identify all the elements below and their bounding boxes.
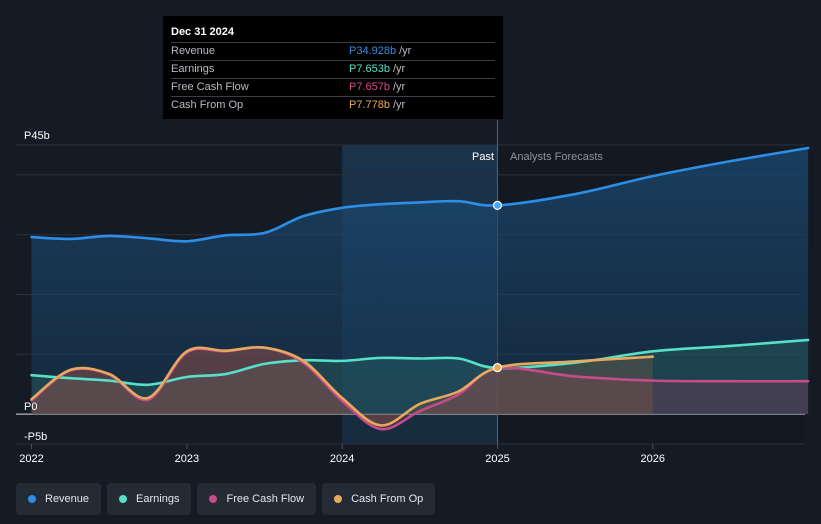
x-tick-label: 2025	[485, 453, 509, 465]
free-cash-flow-area	[31, 347, 809, 430]
legend-label: Free Cash Flow	[226, 493, 305, 505]
legend-dot-icon	[209, 495, 218, 503]
tooltip-row-name: Free Cash Flow	[171, 81, 249, 93]
tooltip-row-unit: /yr	[392, 99, 406, 111]
cash-from-op-line	[30, 346, 655, 427]
legend: Revenue Earnings Free Cash Flow Cash Fro…	[16, 483, 436, 515]
revenue-hover-marker	[492, 200, 503, 210]
revenue-line	[30, 146, 810, 243]
tooltip-row-value: P7.653b	[349, 63, 390, 75]
legend-item-revenue[interactable]: Revenue	[16, 483, 102, 515]
legend-dot-icon	[119, 495, 128, 503]
tooltip: Dec 31 2024 Revenue P34.928b /yr Earning…	[163, 16, 503, 119]
legend-item-earnings[interactable]: Earnings	[107, 483, 192, 515]
tooltip-row-value: P34.928b	[349, 45, 397, 57]
cash-from-op-area	[31, 347, 653, 426]
tooltip-row-value: P7.657b	[349, 81, 390, 93]
x-tick-label: 2022	[19, 453, 43, 465]
tooltip-row-unit: /yr	[399, 45, 412, 57]
earnings-line	[30, 338, 810, 387]
tooltip-row-value: P7.778b	[349, 99, 390, 111]
forecast-label: Analysts Forecasts	[510, 151, 603, 163]
tooltip-row-cash-from-op: Cash From Op P7.778b /yr	[171, 96, 495, 114]
tooltip-row-unit: /yr	[392, 81, 406, 93]
x-tick-label: 2024	[330, 453, 354, 465]
legend-item-free-cash-flow[interactable]: Free Cash Flow	[197, 483, 317, 515]
legend-dot-icon	[28, 495, 36, 503]
free-cash-flow-line	[30, 345, 810, 431]
cash-from-op-hover-marker	[492, 362, 503, 373]
tooltip-row-unit: /yr	[392, 63, 406, 75]
x-tick-label: 2026	[641, 453, 665, 465]
x-tick-label: 2023	[175, 453, 199, 465]
tooltip-row-name: Earnings	[171, 63, 215, 75]
legend-label: Revenue	[45, 493, 90, 505]
revenue-area	[31, 147, 809, 415]
tooltip-row-name: Revenue	[171, 45, 216, 57]
legend-label: Earnings	[136, 493, 180, 505]
tooltip-row-free-cash-flow: Free Cash Flow P7.657b /yr	[171, 78, 495, 96]
y-tick-label: -P5b	[24, 431, 47, 443]
legend-item-cash-from-op[interactable]: Cash From Op	[322, 483, 436, 515]
y-tick-label: P0	[24, 401, 37, 413]
legend-dot-icon	[334, 495, 343, 503]
tooltip-row-revenue: Revenue P34.928b /yr	[171, 42, 495, 60]
tooltip-row-name: Cash From Op	[171, 99, 244, 111]
y-tick-label: P45b	[24, 130, 50, 142]
legend-label: Cash From Op	[351, 493, 424, 505]
tooltip-row-earnings: Earnings P7.653b /yr	[171, 60, 495, 78]
past-label: Past	[472, 151, 494, 163]
tooltip-date: Dec 31 2024	[171, 26, 234, 38]
